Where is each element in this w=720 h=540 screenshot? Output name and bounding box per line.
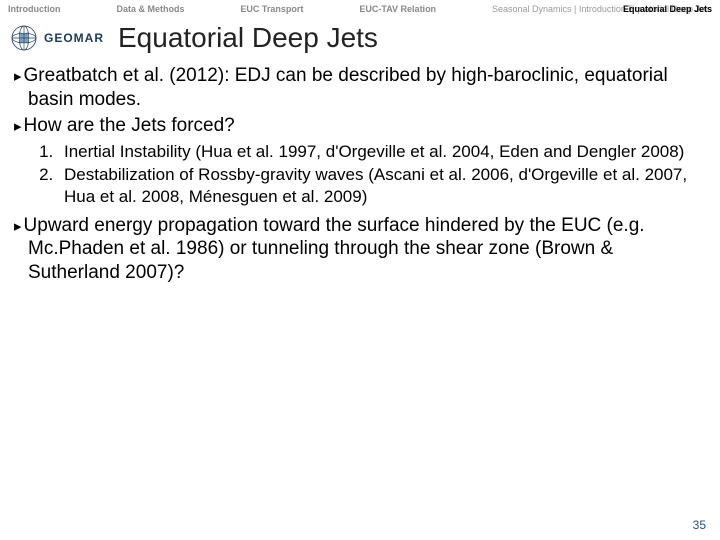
geomar-logo: GEOMAR xyxy=(8,22,104,54)
slide-header: GEOMAR Equatorial Deep Jets xyxy=(0,16,720,64)
slide-content: Greatbatch et al. (2012): EDJ can be des… xyxy=(0,64,720,285)
list-item-1: Inertial Instability (Hua et al. 1997, d… xyxy=(58,141,706,163)
bullet-2: How are the Jets forced? xyxy=(14,114,706,138)
globe-icon xyxy=(8,22,40,54)
top-nav: Introduction Data & Methods EUC Transpor… xyxy=(0,0,720,16)
nav-data-methods[interactable]: Data & Methods xyxy=(116,4,184,14)
nav-edj-wrap: Seasonal Dynamics | Introduction Equator… xyxy=(492,4,712,14)
nav-euc-tav[interactable]: EUC-TAV Relation xyxy=(359,4,436,14)
list-item-2: Destabilization of Rossby-gravity waves … xyxy=(58,164,706,208)
nav-euc-transport[interactable]: EUC Transport xyxy=(240,4,303,14)
forcing-list: Inertial Instability (Hua et al. 1997, d… xyxy=(14,141,706,207)
logo-text: GEOMAR xyxy=(44,31,104,45)
bullet-3: Upward energy propagation toward the sur… xyxy=(14,214,706,285)
nav-edj[interactable]: Equatorial Deep Jets xyxy=(623,4,712,14)
page-number: 35 xyxy=(693,518,706,532)
page-title: Equatorial Deep Jets xyxy=(118,22,378,54)
bullet-1: Greatbatch et al. (2012): EDJ can be des… xyxy=(14,64,706,112)
nav-introduction[interactable]: Introduction xyxy=(8,4,61,14)
